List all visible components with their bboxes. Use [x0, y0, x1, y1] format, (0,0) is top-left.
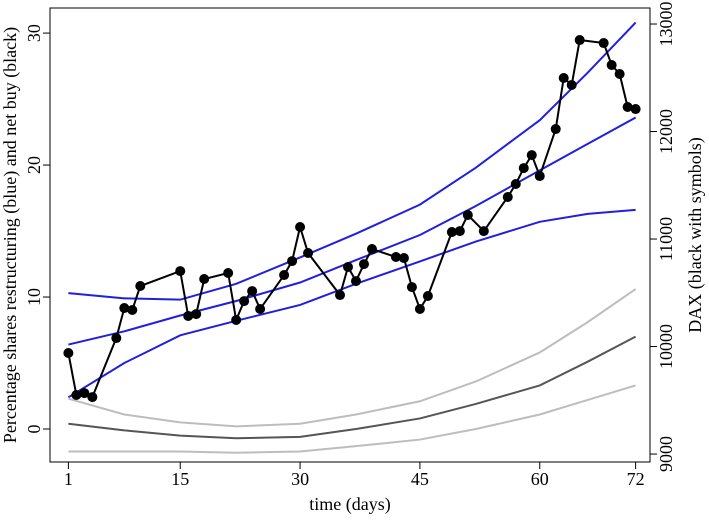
data-point [550, 124, 561, 135]
data-point [558, 72, 569, 83]
data-point [111, 333, 122, 344]
plot-frame [49, 7, 651, 463]
series-line [67, 208, 636, 399]
data-point [566, 79, 577, 90]
data-point [231, 314, 242, 325]
data-point [446, 227, 457, 238]
data-point [358, 259, 369, 270]
x-tick-label: 30 [291, 469, 309, 489]
data-point [414, 304, 425, 315]
data-point [614, 69, 625, 80]
y2-axis-label: DAX (black with symbols) [685, 137, 706, 332]
data-point [454, 226, 465, 237]
data-point [127, 304, 138, 315]
data-point [390, 251, 401, 262]
data-point [255, 304, 266, 315]
data-point [199, 274, 210, 285]
data-point [478, 226, 489, 237]
y-tick-label: 30 [24, 24, 44, 42]
y2-tick-label: 13000 [656, 2, 676, 47]
data-point [175, 266, 186, 277]
y-tick-label: 10 [24, 288, 44, 306]
series-line [67, 38, 636, 399]
y2-tick-label: 9000 [656, 436, 676, 472]
data-point [534, 171, 545, 182]
x-tick-label: 15 [171, 469, 189, 489]
y2-tick-label: 11000 [656, 217, 676, 261]
x-tick-label: 72 [627, 469, 645, 489]
x-tick-label: 1 [64, 469, 73, 489]
x-tick-label: 45 [411, 469, 429, 489]
data-point [510, 178, 521, 189]
y-axis-label: Percentage shares restructuring (blue) a… [0, 27, 21, 443]
series-line [68, 335, 637, 440]
data-point [119, 303, 130, 314]
series-line [68, 384, 636, 454]
y-tick-label: 20 [24, 156, 44, 174]
data-point [79, 388, 90, 399]
series-line [68, 288, 637, 428]
data-point [350, 276, 361, 287]
data-point [223, 268, 234, 279]
x-tick-label: 60 [531, 469, 549, 489]
series-line [68, 21, 637, 301]
data-point [239, 296, 250, 307]
data-point [335, 290, 346, 301]
data-point [343, 261, 354, 272]
data-point [366, 244, 377, 255]
data-point [526, 150, 537, 161]
data-point [71, 390, 82, 401]
data-point [606, 59, 617, 70]
data-point [279, 270, 290, 281]
data-point [191, 309, 202, 320]
data-point [303, 248, 314, 259]
data-point [518, 163, 529, 174]
y-tick-label: 0 [24, 425, 44, 434]
y2-tick-label: 12000 [656, 109, 676, 154]
data-point [630, 104, 641, 115]
data-point [598, 38, 609, 49]
series-line [68, 116, 637, 346]
data-point [502, 191, 513, 202]
data-point [398, 253, 409, 264]
data-point [574, 35, 585, 46]
data-point [87, 392, 98, 403]
y2-tick-label: 10000 [656, 324, 676, 369]
data-point [422, 291, 433, 302]
data-point [462, 210, 473, 221]
data-point [622, 102, 633, 113]
data-point [287, 256, 298, 267]
data-point [247, 286, 258, 297]
data-point [406, 282, 417, 293]
x-axis-label: time (days) [309, 494, 390, 515]
data-point [63, 347, 74, 358]
data-point [295, 221, 306, 232]
data-point [135, 281, 146, 292]
data-point [183, 311, 194, 322]
